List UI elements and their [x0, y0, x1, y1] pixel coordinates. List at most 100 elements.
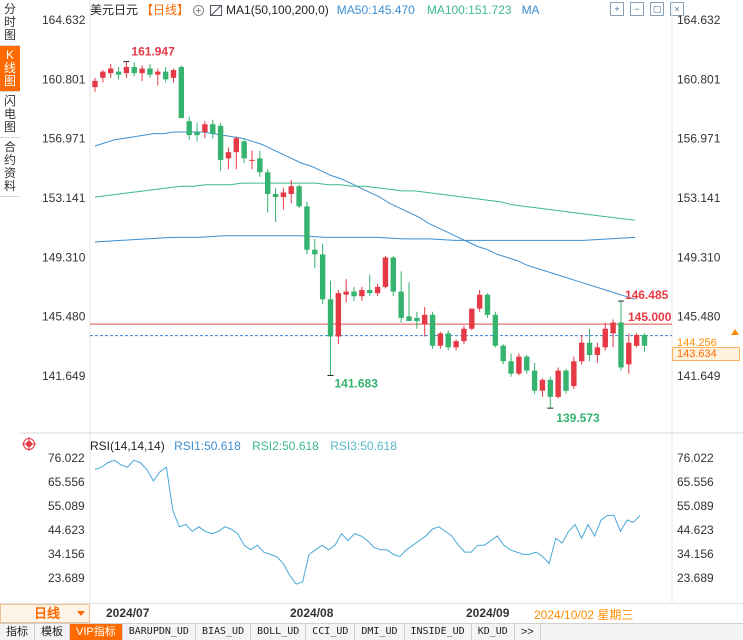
add-indicator-icon[interactable]	[193, 4, 205, 16]
ma-params[interactable]: MA1(50,100,200,0)	[226, 3, 329, 17]
indicator-tab[interactable]: DMI_UD	[355, 624, 405, 640]
candle-body	[398, 291, 404, 318]
candle-body	[257, 158, 263, 173]
rsi-line	[94, 459, 641, 585]
candle-body	[170, 70, 177, 78]
tab-contract-info[interactable]: 合约资料	[0, 138, 20, 197]
candle-body	[586, 342, 593, 356]
tab-intraday[interactable]: 分时图	[0, 0, 20, 46]
candle-body	[131, 66, 137, 74]
indicator-toggle-icon[interactable]	[22, 437, 36, 451]
ma100-value: MA100:151.723	[426, 3, 512, 17]
candle-body	[280, 192, 287, 198]
candle-body	[210, 124, 216, 134]
candle-body	[233, 138, 239, 153]
candle-body	[539, 379, 546, 391]
candle-body	[579, 342, 585, 362]
candle-body	[367, 290, 373, 294]
rsi-axis-label-right: 23.689	[677, 571, 714, 585]
indicator-tab[interactable]: INSIDE_UD	[405, 624, 472, 640]
rsi-axis-label-right: 55.089	[677, 499, 714, 513]
candle-body	[225, 152, 232, 159]
candle-body	[633, 334, 640, 346]
price-axis-label-left: 160.801	[42, 72, 86, 86]
candle-body	[319, 254, 326, 300]
candle-body	[304, 206, 310, 250]
candle-body	[288, 186, 294, 194]
candle-body	[445, 333, 451, 348]
candle-body	[555, 370, 561, 397]
date-label: 2024/07	[106, 606, 150, 620]
indicator-tab[interactable]: CCI_UD	[306, 624, 356, 640]
price-axis-label-left: 141.649	[42, 369, 86, 383]
candle-body	[453, 341, 459, 348]
rsi-axis-label-left: 23.689	[48, 571, 85, 585]
candle-body	[217, 125, 224, 160]
candle-body	[516, 356, 522, 374]
candle-body	[500, 345, 506, 362]
period-select-label: 日线	[34, 606, 61, 621]
indicator-tab[interactable]: >>	[515, 624, 541, 640]
date-label: 2024/08	[290, 606, 334, 620]
period-select-button[interactable]: 日线	[0, 604, 90, 623]
high-annotation: 161.947	[131, 45, 175, 59]
period-label[interactable]: 【日线】	[141, 3, 190, 17]
zoom-out-icon[interactable]: −	[630, 2, 644, 16]
price-axis-label-right: 156.971	[677, 132, 721, 146]
chart-window-controls: + − ▢ ×	[610, 2, 684, 16]
candle-body	[563, 370, 569, 391]
price-axis-label-left: 145.480	[42, 310, 86, 324]
candle-body	[351, 291, 357, 297]
price-axis-label-right: 153.141	[677, 191, 721, 205]
ma200-value: MA	[521, 3, 540, 17]
rsi-axis-label-left: 65.556	[48, 475, 85, 489]
candle-body	[343, 291, 349, 295]
rsi-header: RSI(14,14,14) RSI1:50.618 RSI2:50.618 RS…	[90, 437, 397, 455]
candle-body	[469, 308, 475, 329]
indicator-tab[interactable]: 指标	[0, 624, 35, 640]
candle-body	[327, 299, 334, 337]
ma100-line	[94, 182, 636, 221]
indicator-tab[interactable]: BARUPDN_UD	[123, 624, 196, 640]
price-axis-label-right: 164.632	[677, 13, 721, 27]
indicator-tab[interactable]: 模板	[35, 624, 70, 640]
candle-body	[162, 71, 169, 80]
candle-body	[484, 294, 491, 315]
candle-body	[178, 66, 185, 119]
candle-body	[508, 361, 514, 374]
chart-canvas[interactable]: 164.632 164.632 160.801 160.801 156.971 156.9…	[0, 0, 743, 603]
candle-body	[641, 334, 648, 346]
candle-body	[123, 66, 130, 74]
indicator-tabs: 指标 模板 VIP指标 BARUPDN_UD BIAS_UD BOLL_UD CCI_UD D…	[0, 623, 743, 640]
rsi-axis-label-left: 44.623	[48, 523, 85, 537]
last-price-label: 143.634	[672, 347, 740, 361]
indicator-tab[interactable]: BOLL_UD	[251, 624, 307, 640]
candle-body	[618, 322, 624, 368]
rsi3-value: RSI3:50.618	[330, 439, 397, 453]
zoom-in-icon[interactable]: +	[610, 2, 624, 16]
low-annotation: 141.683	[335, 376, 379, 390]
candle-body	[422, 314, 428, 325]
candle-body	[414, 317, 420, 321]
indicator-tab[interactable]: BIAS_UD	[196, 624, 252, 640]
indicator-tab[interactable]: VIP指标	[70, 624, 123, 640]
rsi-axis-label-right: 34.156	[677, 547, 714, 561]
chart-settings-icon[interactable]	[210, 4, 223, 16]
candle-body	[547, 379, 553, 397]
candle-body	[139, 68, 145, 74]
candle-body	[359, 290, 365, 297]
expand-icon[interactable]: ▢	[650, 2, 664, 16]
rsi-params[interactable]: RSI(14,14,14)	[90, 439, 165, 453]
candle-body	[335, 293, 342, 337]
candle-body	[108, 68, 114, 74]
price-axis-label-left: 149.310	[42, 250, 86, 264]
close-icon[interactable]: ×	[670, 2, 684, 16]
current-date-label: 2024/10/02 星期三	[534, 608, 634, 622]
ma50-line	[94, 131, 636, 300]
tab-flash[interactable]: 闪电图	[0, 92, 20, 138]
candle-body	[92, 80, 98, 88]
indicator-tab[interactable]: KD_UD	[472, 624, 515, 640]
rsi2-value: RSI2:50.618	[252, 439, 319, 453]
